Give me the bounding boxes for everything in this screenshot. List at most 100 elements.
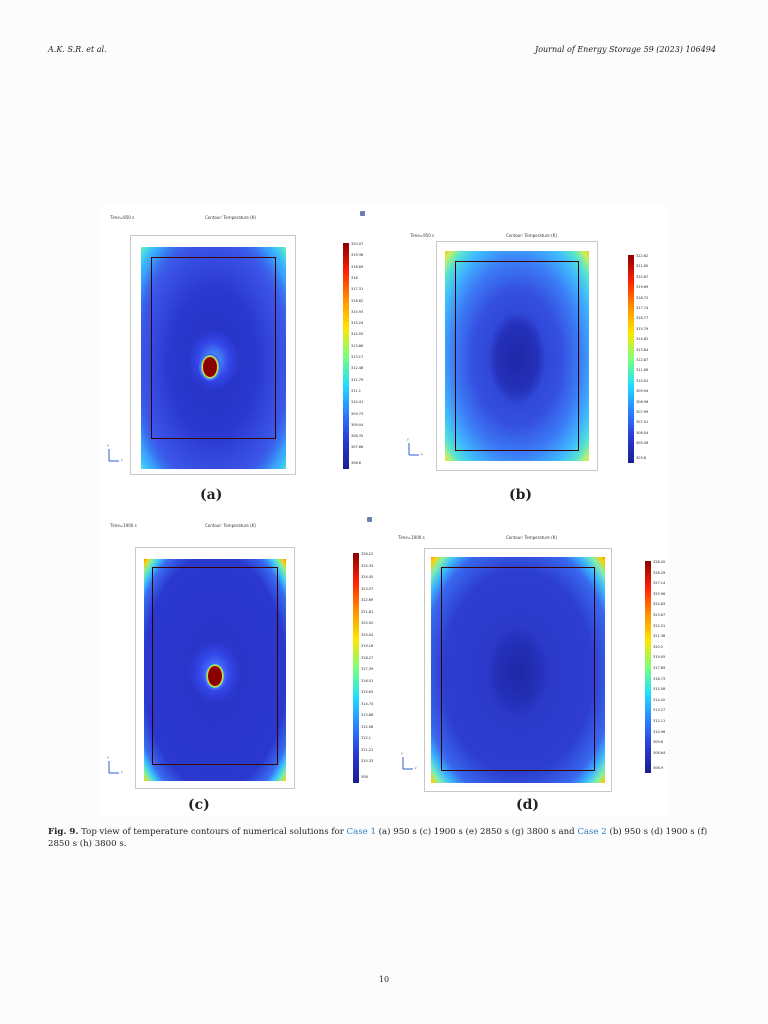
- tick-label: 326.22: [361, 552, 374, 556]
- tick-label: 316.73: [653, 676, 666, 681]
- tick-label: 322.51: [653, 623, 666, 628]
- tick-label: 312.1: [361, 736, 372, 740]
- plot-title: Contour: Temperature (K): [205, 523, 256, 528]
- tick-label: 328.45: [653, 560, 666, 564]
- tick-label: 315.24: [351, 321, 364, 326]
- running-header-right: Journal of Energy Storage 59 (2023) 1064…: [535, 45, 716, 54]
- panel-b: Time=950 s Contour: Temperature (K) 322.…: [388, 205, 668, 510]
- contour-plot: [424, 548, 612, 792]
- tick-label: 319.38: [351, 253, 364, 258]
- tick-label: 316.77: [636, 316, 649, 321]
- tick-label: 319.69: [636, 285, 649, 290]
- case-2-link[interactable]: Case 2: [577, 827, 607, 837]
- tick-label: 313.86: [361, 713, 374, 717]
- contour-plot: [130, 235, 296, 475]
- tick-label: 322.69: [361, 598, 374, 602]
- heat-source: [208, 666, 222, 686]
- time-label: Time=950 s: [410, 233, 435, 238]
- tick-label: 309.8: [653, 740, 664, 745]
- tick-label: 323.67: [653, 613, 666, 617]
- tick-label: 309.94: [636, 389, 649, 394]
- tick-label: 318.69: [351, 264, 364, 269]
- tick-label: 320.07: [351, 242, 364, 246]
- tick-label: 310.91: [636, 378, 649, 383]
- page-number: 10: [378, 975, 390, 984]
- tick-label: 315.93: [351, 309, 364, 314]
- time-label: Time=1900 s: [398, 535, 425, 540]
- tick-label: 317.74: [636, 306, 649, 310]
- caption-text: (a) 950 s (c) 1900 s (e) 2850 s (g) 3800…: [375, 827, 578, 837]
- tick-label: 305.06: [636, 441, 649, 446]
- panel-a: Time=950 s Contour: Temperature (K) 320.…: [100, 205, 380, 510]
- colorbar: [628, 255, 634, 463]
- figure-9: Time=950 s Contour: Temperature (K) 320.…: [100, 205, 668, 817]
- inner-boundary: [455, 261, 579, 451]
- colorbar: [353, 553, 359, 783]
- tick-label: 308.96: [636, 399, 649, 404]
- caption-text: (b) 950 s (d) 1900 s (f) 2850 s (h) 3800…: [48, 827, 708, 849]
- axis-triad: y z: [401, 751, 417, 770]
- tick-label: 312.11: [653, 719, 666, 723]
- tick-label: 306.6: [351, 461, 362, 466]
- tick-label: 308: [361, 775, 368, 780]
- tick-label: 318.72: [636, 295, 649, 300]
- plot-title: Contour: Temperature (K): [205, 215, 256, 220]
- running-header-left: A.K. S.R. et al.: [48, 45, 107, 54]
- tick-label: 324.45: [361, 575, 374, 579]
- heat-source: [203, 357, 217, 377]
- tick-label: 322.62: [636, 254, 649, 258]
- tick-label: 324.83: [653, 602, 666, 607]
- tick-label: 328.29: [653, 570, 666, 575]
- tick-label: 312.87: [636, 358, 649, 362]
- tick-label: 320.67: [636, 274, 649, 279]
- time-label: Time=950 s: [110, 215, 135, 220]
- tick-label: 314.74: [361, 701, 374, 706]
- tick-label: 318: [351, 275, 358, 280]
- panel-d: Time=1900 s Contour: Temperature (K) 328…: [388, 513, 668, 817]
- panel-label: (c): [188, 797, 210, 813]
- time-label: Time=1900 s: [110, 523, 137, 528]
- tick-label: 314.82: [636, 337, 649, 342]
- inner-boundary: [441, 567, 595, 771]
- tick-label: 323.57: [361, 586, 374, 591]
- temperature-field: [445, 251, 589, 461]
- graphics-icon: [360, 211, 365, 216]
- tick-label: 325.33: [361, 563, 374, 568]
- tick-label: 313.84: [636, 347, 649, 352]
- temperature-field: [144, 559, 286, 781]
- tick-label: 320.2: [653, 644, 664, 649]
- tick-label: 306.9: [653, 765, 664, 770]
- tick-label: 316.62: [351, 298, 364, 303]
- tick-label: 307.01: [636, 420, 649, 425]
- colorbar-ticks: 328.45 328.29 327.14 325.98 324.83 323.6…: [653, 560, 668, 773]
- tick-label: 308.35: [351, 434, 364, 439]
- tick-label: 313.27: [653, 708, 666, 713]
- tick-label: 327.14: [653, 581, 666, 586]
- tick-label: 321.36: [653, 634, 666, 639]
- figure-caption: Fig. 9. Top view of temperature contours…: [48, 826, 720, 850]
- tick-label: 310.33: [361, 759, 374, 763]
- tick-label: 321.65: [636, 264, 649, 269]
- tick-label: 314.55: [351, 332, 364, 337]
- plot-title: Contour: Temperature (K): [506, 233, 557, 238]
- axis-triad: y z: [107, 443, 123, 462]
- case-1-link[interactable]: Case 1: [346, 827, 376, 837]
- tick-label: 312.98: [361, 724, 374, 729]
- graphics-icon: [367, 517, 372, 522]
- colorbar-ticks: 326.22 325.33 324.45 323.57 322.69 321.8…: [361, 552, 381, 783]
- tick-label: 308.64: [653, 750, 666, 755]
- tick-label: 311.89: [636, 368, 649, 373]
- axis-triad: y z: [407, 437, 423, 456]
- tick-label: 317.31: [351, 287, 364, 292]
- tick-label: 314.42: [653, 697, 666, 702]
- plot-title: Contour: Temperature (K): [506, 535, 557, 540]
- colorbar: [645, 561, 651, 773]
- tick-label: 325.98: [653, 591, 666, 596]
- tick-label: 310.41: [351, 400, 364, 405]
- tick-label: 315.79: [636, 326, 649, 331]
- tick-label: 320.92: [361, 621, 374, 625]
- tick-label: 312.48: [351, 366, 364, 371]
- inner-boundary: [151, 257, 276, 439]
- tick-label: 311.79: [351, 377, 364, 382]
- temperature-field: [141, 247, 286, 469]
